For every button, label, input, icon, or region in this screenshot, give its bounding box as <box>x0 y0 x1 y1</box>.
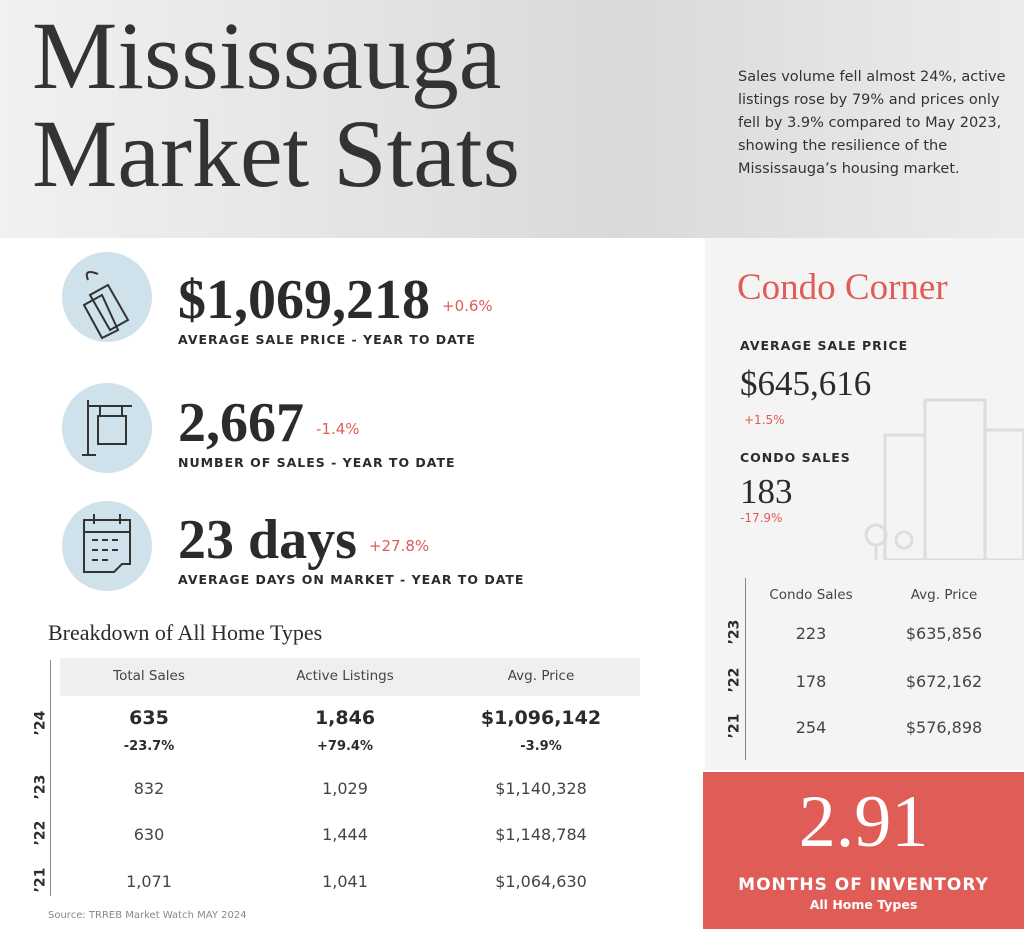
row-year: ’22 <box>726 667 743 693</box>
source: Source: TRREB Market Watch MAY 2024 <box>48 910 247 921</box>
building-icon <box>864 398 1024 560</box>
table-header-bg <box>60 658 640 696</box>
title: Mississauga <box>32 2 502 109</box>
condo-stat-value: $645,616 <box>740 364 872 403</box>
row-year: ’23 <box>726 619 743 645</box>
table-cell: 1,444 <box>322 825 368 844</box>
table-cell: $576,898 <box>905 718 983 737</box>
stat-label: AVERAGE DAYS ON MARKET - YEAR TO DATE <box>178 572 525 587</box>
table-cell: $1,140,328 <box>495 779 587 798</box>
condo-panel <box>705 238 1024 770</box>
condo-title: Condo Corner <box>737 267 948 308</box>
column-header: Avg. Price <box>910 587 978 603</box>
stat-change: +0.6% <box>442 297 493 315</box>
stat-value: 2,667 <box>178 392 304 454</box>
table-rule <box>745 578 746 760</box>
row-year: ’21 <box>726 713 743 739</box>
table-cell: $635,856 <box>905 624 983 643</box>
condo-stat-change: -17.9% <box>740 511 783 525</box>
table-cell: $1,096,142 <box>480 707 602 729</box>
table-change: -3.9% <box>520 739 562 754</box>
column-header: Avg. Price <box>507 668 575 684</box>
inventory-sublabel: All Home Types <box>809 897 918 912</box>
table-change: -23.7% <box>123 739 175 754</box>
stat-change: +27.8% <box>368 537 430 555</box>
stat-label: NUMBER OF SALES - YEAR TO DATE <box>178 455 456 470</box>
row-year: ’24 <box>32 710 49 736</box>
stat-icons <box>62 252 152 591</box>
column-header: Condo Sales <box>769 587 853 603</box>
table-cell: 1,029 <box>322 779 368 798</box>
table-cell: 223 <box>795 624 827 643</box>
row-year: ’22 <box>32 820 49 846</box>
table-cell: 635 <box>129 707 169 729</box>
condo-stat-change: +1.5% <box>744 413 785 427</box>
table-cell: $1,064,630 <box>495 872 587 891</box>
condo-stat-value: 183 <box>740 472 793 511</box>
inventory-value: 2.91 <box>798 781 929 863</box>
summary: Sales volume fell almost 24%, active lis… <box>738 69 1006 177</box>
table-change: +79.4% <box>317 739 373 754</box>
table-cell: 254 <box>795 718 827 737</box>
table-cell: 832 <box>133 779 165 798</box>
table-cell: 1,846 <box>314 707 376 729</box>
breakdown-title: Breakdown of All Home Types <box>48 620 323 645</box>
table-rule <box>50 660 51 896</box>
table-cell: 178 <box>795 672 827 691</box>
stat-value: 23 days <box>178 509 357 571</box>
condo-stat-label: CONDO SALES <box>740 450 851 465</box>
stat-value: $1,069,218 <box>178 269 430 331</box>
header-bg <box>0 0 1024 238</box>
stat-label: AVERAGE SALE PRICE - YEAR TO DATE <box>178 332 476 347</box>
row-year: ’23 <box>32 774 49 800</box>
title: Market Stats <box>32 100 520 207</box>
stat-change: -1.4% <box>316 420 360 438</box>
condo-stat-label: AVERAGE SALE PRICE <box>740 338 909 353</box>
inventory-label: MONTHS OF INVENTORY <box>738 875 989 895</box>
column-header: Active Listings <box>296 668 394 684</box>
table-cell: $1,148,784 <box>495 825 587 844</box>
table-cell: $672,162 <box>905 672 983 691</box>
column-header: Total Sales <box>113 668 185 684</box>
inventory-box <box>703 772 1024 929</box>
table-cell: 1,041 <box>322 872 368 891</box>
table-cell: 630 <box>133 825 165 844</box>
table-cell: 1,071 <box>126 872 172 891</box>
row-year: ’21 <box>32 867 49 893</box>
